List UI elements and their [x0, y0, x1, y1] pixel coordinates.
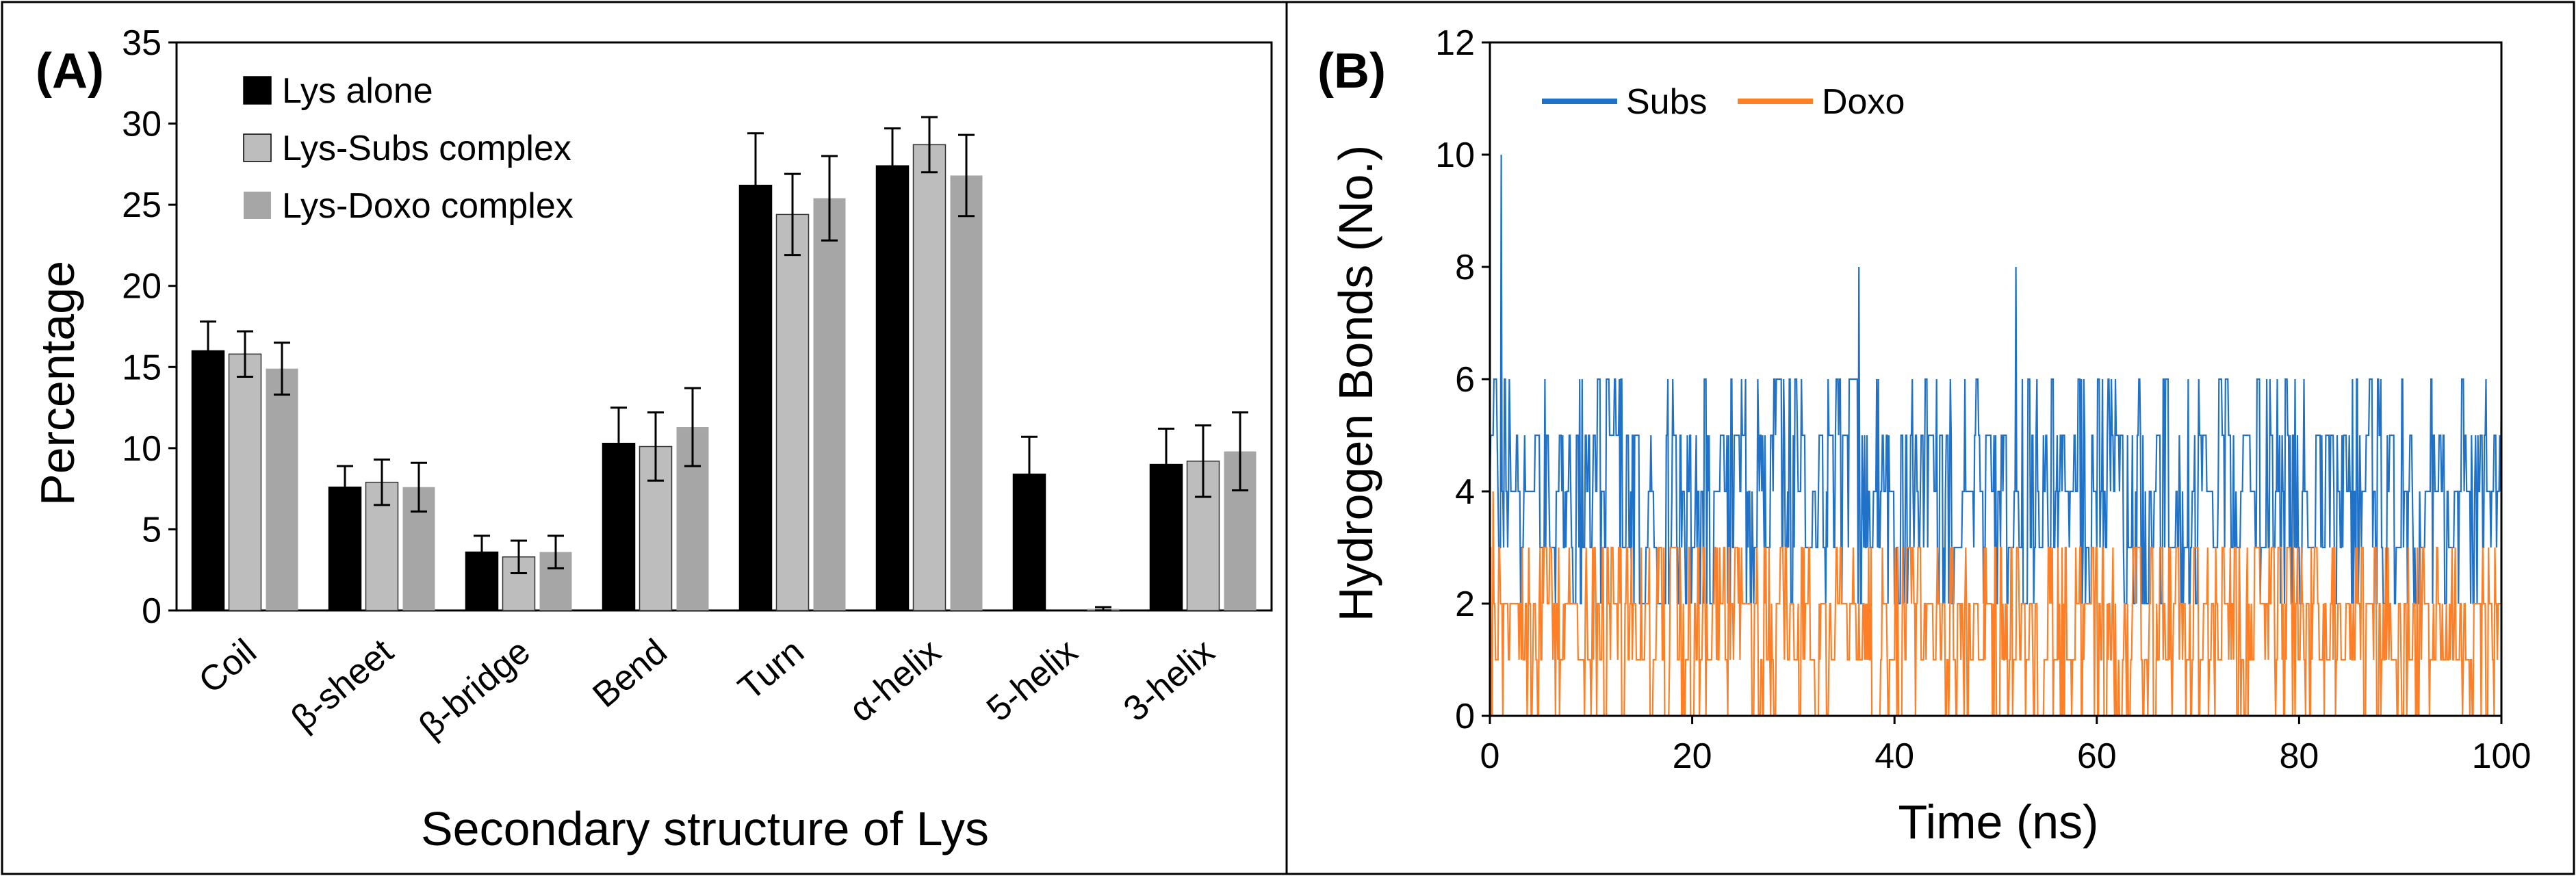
panel-b-y-tick-label: 6 — [1455, 360, 1475, 400]
panel-b-x-tick-label: 40 — [1875, 736, 1914, 776]
legend-label-subs: Subs — [1626, 82, 1708, 122]
panel-a-y-tick-label: 15 — [122, 348, 162, 387]
panel-b-label: (B) — [1317, 44, 1386, 99]
series-line-doxo — [1490, 491, 2501, 717]
panel-a-x-axis-title: Secondary structure of Lys — [421, 802, 989, 855]
panel-b-line-chart: (B) Hydrogen Bonds (No.) Time (ns) 0 2 4 6 8… — [1317, 23, 2531, 849]
panel-a-y-tick-label: 10 — [122, 429, 162, 469]
bar-3-1 — [266, 368, 298, 610]
panel-b-y-tick-label: 8 — [1455, 248, 1475, 287]
legend-swatch — [243, 133, 272, 162]
bar-2-6 — [912, 144, 946, 611]
legend-swatch — [243, 76, 272, 105]
panel-b-y-tick-label: 12 — [1435, 23, 1475, 63]
bar-3-6 — [950, 175, 983, 610]
panel-b-plot-area: 0 2 4 6 8 10 12 0 20 40 60 80 100 — [1435, 23, 2531, 776]
bar-2-1 — [228, 353, 262, 611]
bar-2-8 — [1186, 461, 1220, 611]
legend-label: Lys alone — [282, 71, 433, 111]
panel-b-y-tick-label: 10 — [1435, 136, 1475, 175]
panel-a-plot-frame — [175, 41, 1273, 612]
panel-b-y-tick-label: 2 — [1455, 584, 1475, 624]
panel-b-x-tick-label: 100 — [2472, 736, 2532, 776]
legend-swatch — [244, 192, 271, 219]
panel-b-plot-frame — [1489, 41, 2503, 717]
panel-a-y-tick-label: 25 — [122, 185, 162, 225]
bar-1-6 — [875, 165, 910, 611]
panel-b-y-axis-title: Hydrogen Bonds (No.) — [1329, 145, 1382, 621]
panel-b-x-tick-label: 60 — [2077, 736, 2117, 776]
panel-a-legend: Lys alone Lys-Subs complex Lys-Doxo comple… — [243, 71, 574, 226]
panel-b-legend: Subs Doxo — [1542, 82, 1905, 122]
panel-a-y-tick-label: 0 — [142, 591, 162, 631]
panel-b-x-axis-title: Time (ns) — [1898, 795, 2099, 849]
panel-a-y-tick-label: 5 — [142, 510, 162, 550]
panel-b-y-tick-label: 4 — [1455, 472, 1475, 512]
bar-2-5 — [775, 214, 810, 611]
panel-a-y-tick-label: 35 — [122, 23, 162, 63]
panel-b-y-tick-label: 0 — [1455, 697, 1475, 736]
legend-label-doxo: Doxo — [1822, 82, 1905, 122]
panel-a-y-tick-label: 30 — [122, 105, 162, 144]
legend-label: Lys-Subs complex — [282, 129, 571, 168]
legend-label: Lys-Doxo complex — [282, 186, 574, 226]
bar-1-5 — [738, 184, 773, 611]
panel-a-y-tick-label: 20 — [122, 267, 162, 307]
panel-b-x-tick-label: 80 — [2279, 736, 2319, 776]
panel-a-y-axis-title: Percentage — [31, 261, 84, 506]
panel-a-label: (A) — [36, 44, 104, 99]
panel-b-x-tick-label: 20 — [1673, 736, 1712, 776]
panel-b-x-tick-label: 0 — [1480, 736, 1500, 776]
bar-1-1 — [191, 350, 225, 611]
bar-3-5 — [813, 198, 846, 611]
